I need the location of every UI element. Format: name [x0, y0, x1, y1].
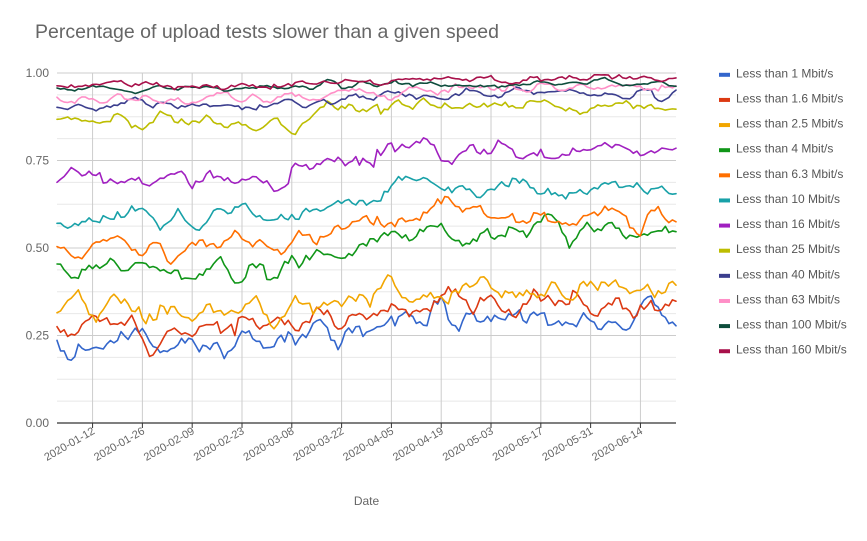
svg-text:Less than 40 Mbit/s: Less than 40 Mbit/s [736, 267, 840, 281]
svg-text:Less than 10 Mbit/s: Less than 10 Mbit/s [736, 192, 840, 206]
svg-text:Less than 25 Mbit/s: Less than 25 Mbit/s [736, 242, 840, 256]
svg-text:0.00: 0.00 [26, 416, 50, 430]
svg-text:Less than 100 Mbit/s: Less than 100 Mbit/s [736, 318, 847, 332]
svg-text:Less than 6.3 Mbit/s: Less than 6.3 Mbit/s [736, 167, 843, 181]
svg-text:0.25: 0.25 [26, 329, 50, 343]
svg-text:Less than 4 Mbit/s: Less than 4 Mbit/s [736, 142, 833, 156]
svg-text:Less than 63 Mbit/s: Less than 63 Mbit/s [736, 292, 840, 306]
svg-text:Percentage of upload tests slo: Percentage of upload tests slower than a… [35, 21, 499, 43]
svg-text:Less than 2.5 Mbit/s: Less than 2.5 Mbit/s [736, 117, 843, 131]
svg-text:0.75: 0.75 [26, 154, 50, 168]
svg-text:Less than 16 Mbit/s: Less than 16 Mbit/s [736, 217, 840, 231]
svg-text:1.00: 1.00 [26, 66, 50, 80]
svg-text:Date: Date [354, 494, 380, 508]
svg-text:Less than 160 Mbit/s: Less than 160 Mbit/s [736, 343, 847, 357]
svg-text:Less than 1.6 Mbit/s: Less than 1.6 Mbit/s [736, 91, 843, 105]
svg-text:0.50: 0.50 [26, 241, 50, 255]
svg-text:Less than 1 Mbit/s: Less than 1 Mbit/s [736, 66, 833, 80]
